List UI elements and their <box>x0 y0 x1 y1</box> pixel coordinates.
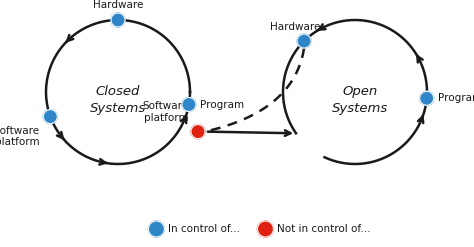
Text: Program: Program <box>438 93 474 103</box>
Text: Hardware: Hardware <box>93 0 143 10</box>
Text: Software
platform: Software platform <box>143 101 189 123</box>
Text: In control of...: In control of... <box>168 224 240 234</box>
Circle shape <box>111 13 125 27</box>
Circle shape <box>191 124 205 139</box>
Circle shape <box>419 91 434 105</box>
Text: Program: Program <box>200 100 244 109</box>
Text: Software
platform: Software platform <box>0 126 39 147</box>
Circle shape <box>148 221 164 237</box>
Text: Closed
Systems: Closed Systems <box>90 85 146 115</box>
Circle shape <box>297 34 311 48</box>
Circle shape <box>182 98 196 111</box>
Text: Not in control of...: Not in control of... <box>277 224 371 234</box>
Text: Hardware: Hardware <box>270 22 320 32</box>
Text: Open
Systems: Open Systems <box>332 85 388 115</box>
Circle shape <box>257 221 273 237</box>
Circle shape <box>43 110 57 124</box>
